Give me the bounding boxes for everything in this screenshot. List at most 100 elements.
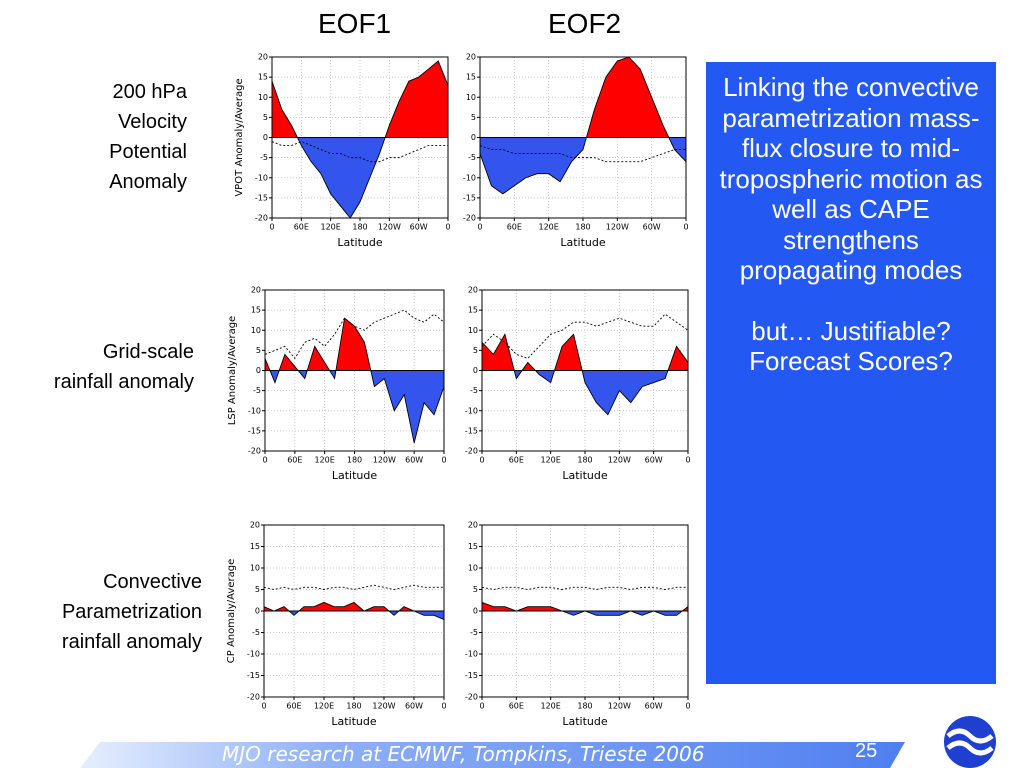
y-tick-label: -20 [463,214,476,223]
x-tick-label: 0 [445,223,450,232]
y-tick-label: 5 [263,113,268,122]
y-tick-label: 0 [255,607,260,616]
y-tick-label: -5 [468,153,476,162]
x-tick-label: 120E [541,702,561,711]
x-tick-label: 0 [261,702,266,711]
plot-frame [481,524,689,698]
y-tick-label: -5 [252,628,260,637]
y-tick-label: -20 [465,447,478,456]
x-axis-label: Latitude [560,236,606,249]
x-tick-label: 120W [373,456,396,465]
y-tick-label: 10 [468,564,478,573]
average-line [479,145,686,163]
x-tick-label: 0 [683,223,688,232]
y-tick-label: -5 [260,153,268,162]
column-header: EOF2 [548,8,622,39]
anomaly-area [481,601,689,616]
y-tick-label: 20 [250,521,260,530]
y-tick-label: -20 [248,447,261,456]
x-tick-label: 120E [541,456,561,465]
plot-frame [479,56,687,219]
y-tick-label: -10 [465,650,478,659]
logo [944,716,996,768]
x-tick-label: 120W [372,702,395,711]
x-tick-label: 0 [262,456,267,465]
y-axis-label: VPOT Anomaly/Average [234,78,245,196]
y-tick-label: -15 [248,426,261,435]
x-tick-label: 0 [269,223,274,232]
y-tick-label: 20 [258,53,268,62]
x-tick-label: 180 [352,223,367,232]
y-tick-label: 5 [473,585,478,594]
y-tick-label: -20 [247,693,260,702]
x-tick-label: 180 [577,702,592,711]
row-label: 200 hPa Velocity Potential Anomaly [109,81,187,193]
footer-text: MJO research at ECMWF, Tompkins, Trieste… [222,742,705,766]
y-tick-label: -15 [465,671,478,680]
y-tick-label: 10 [258,93,268,102]
x-tick-label: 0 [441,702,446,711]
y-tick-label: 5 [473,346,478,355]
x-tick-label: 0 [479,702,484,711]
x-tick-label: 0 [479,456,484,465]
x-tick-label: 60W [645,702,663,711]
x-tick-label: 60W [645,456,663,465]
anomaly-area [479,56,687,195]
x-tick-label: 180 [575,223,590,232]
x-tick-label: 180 [347,456,362,465]
y-tick-label: -15 [247,671,260,680]
y-tick-label: -20 [255,214,268,223]
x-tick-label: 120E [539,223,559,232]
y-tick-label: 15 [468,542,478,551]
anomaly-area [271,60,449,219]
x-tick-label: 60E [509,702,524,711]
y-tick-label: -5 [470,386,478,395]
text-box: Linking the convective parametrization m… [706,62,996,684]
x-tick-label: 60W [643,223,661,232]
x-tick-label: 0 [685,702,690,711]
y-tick-label: -5 [253,386,261,395]
x-tick-label: 120W [606,223,629,232]
y-tick-label: 15 [250,542,260,551]
plot-frame [271,56,449,219]
y-tick-label: 20 [468,286,478,295]
y-tick-label: 10 [466,93,476,102]
y-tick-label: -10 [465,406,478,415]
y-tick-label: 15 [251,306,261,315]
x-tick-label: 0 [441,456,446,465]
anomaly-area [481,333,689,416]
x-tick-label: 120E [314,702,334,711]
x-tick-label: 120W [608,456,631,465]
y-tick-label: -15 [255,193,268,202]
row-label: Grid-scale rainfall anomaly [53,341,194,393]
y-tick-label: 15 [468,306,478,315]
y-tick-label: -20 [465,693,478,702]
y-tick-label: -10 [463,173,476,182]
y-tick-label: -15 [463,193,476,202]
x-tick-label: 120W [608,702,631,711]
average-line [263,584,444,590]
y-tick-label: 0 [263,133,268,142]
x-tick-label: 0 [477,223,482,232]
plot-frame [263,524,445,698]
x-tick-label: 60E [294,223,309,232]
x-tick-label: 60E [286,702,301,711]
y-tick-label: 10 [251,326,261,335]
y-tick-label: 20 [468,521,478,530]
x-tick-label: 60W [405,456,423,465]
x-tick-label: 180 [577,456,592,465]
row-label: Convective Parametrization rainfall anom… [61,571,202,653]
y-tick-label: -10 [255,173,268,182]
y-tick-label: -5 [470,628,478,637]
y-tick-label: 20 [251,286,261,295]
y-tick-label: 0 [256,366,261,375]
x-tick-label: 60W [410,223,428,232]
x-axis-label: Latitude [331,715,377,728]
y-tick-label: 0 [473,366,478,375]
y-tick-label: 15 [258,73,268,82]
x-axis-label: Latitude [562,469,608,482]
y-tick-label: 5 [255,585,260,594]
y-tick-label: 10 [468,326,478,335]
